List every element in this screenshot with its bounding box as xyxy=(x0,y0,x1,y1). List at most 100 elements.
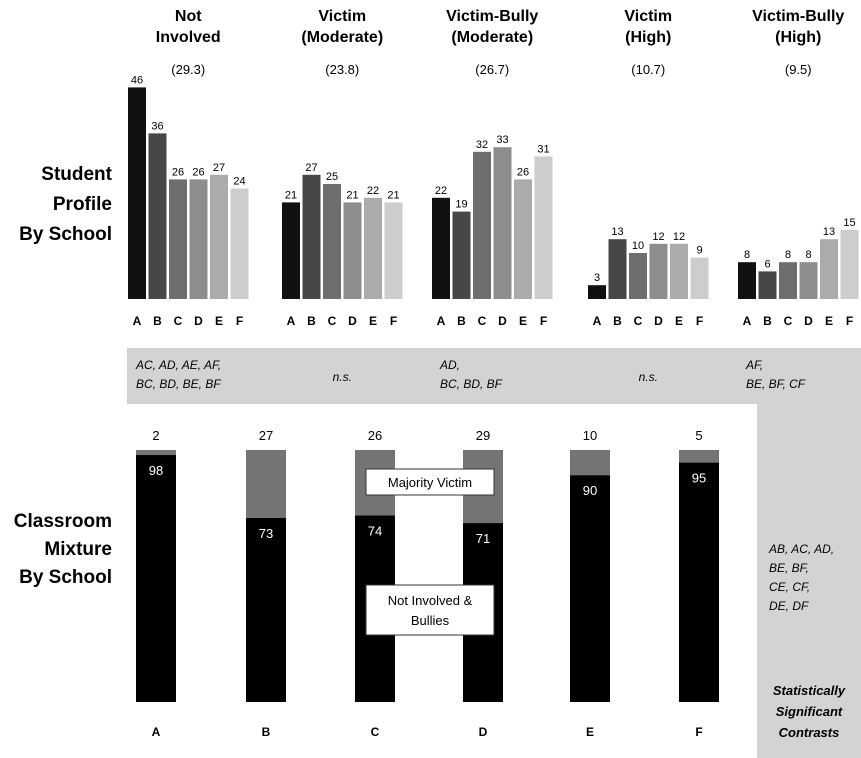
bar-value-label: 36 xyxy=(151,120,163,132)
bar xyxy=(493,147,512,299)
bar-value-label: 8 xyxy=(785,249,791,261)
group-percent: (10.7) xyxy=(631,62,665,77)
contrast-text: CE, CF, xyxy=(769,580,810,594)
group-title: Victim xyxy=(624,8,672,25)
category-tick-label: D xyxy=(348,314,357,328)
bar xyxy=(670,243,688,299)
category-tick-label: D xyxy=(804,314,813,328)
bar-value-label: 6 xyxy=(764,258,770,270)
majority-victim-value: 29 xyxy=(476,428,490,443)
bar xyxy=(323,184,341,299)
bar-value-label: 33 xyxy=(496,134,508,146)
significance-title: Contrasts xyxy=(779,725,840,740)
not-involved-segment xyxy=(570,475,610,702)
category-tick-label: F xyxy=(846,314,853,328)
category-tick-label: C xyxy=(634,314,643,328)
mixture-column: 10 90 E xyxy=(570,428,610,739)
bar-value-label: 9 xyxy=(696,245,702,257)
contrast-text: AF, xyxy=(745,358,763,372)
category-tick-label: A xyxy=(593,314,602,328)
significance-title: Statistically xyxy=(773,683,846,698)
category-tick-label: B xyxy=(613,314,622,328)
bar xyxy=(588,285,606,299)
bar-value-label: 26 xyxy=(172,166,184,178)
group-percent: (23.8) xyxy=(325,62,359,77)
group-title: Victim-Bully xyxy=(446,8,538,25)
contrast-text: BE, BF, xyxy=(769,561,809,575)
category-tick-label: C xyxy=(328,314,337,328)
category-tick-label: A xyxy=(152,725,161,739)
bar-value-label: 26 xyxy=(192,166,204,178)
bar-value-label: 22 xyxy=(367,185,379,197)
category-tick-label: D xyxy=(479,725,488,739)
majority-victim-value: 26 xyxy=(368,428,382,443)
bar xyxy=(840,230,859,299)
bar xyxy=(452,211,471,299)
bar xyxy=(169,179,187,299)
not-involved-value: 71 xyxy=(476,531,490,546)
category-tick-label: C xyxy=(174,314,183,328)
category-tick-label: D xyxy=(498,314,507,328)
majority-victim-segment xyxy=(679,450,719,463)
group-percent: (29.3) xyxy=(171,62,205,77)
not-involved-segment xyxy=(246,518,286,702)
contrast-text: AB, AC, AD, xyxy=(768,542,834,556)
bar xyxy=(343,202,362,299)
not-involved-callout: Not Involved & Bullies xyxy=(365,584,495,636)
bar-value-label: 27 xyxy=(213,162,225,174)
majority-victim-note: Majority Victim xyxy=(388,475,472,490)
category-tick-label: E xyxy=(369,314,377,328)
bar-value-label: 19 xyxy=(455,199,467,211)
group-title: Involved xyxy=(156,29,221,46)
bar xyxy=(649,243,668,299)
group-title: Not xyxy=(175,8,202,25)
majority-victim-segment xyxy=(136,450,176,456)
background-layer xyxy=(127,348,861,758)
profile-group: Not Involved (29.3) 46 A 36 B 26 C 26 D 27 E 24 F AC, A… xyxy=(128,8,249,391)
contrast-text: DE, DF xyxy=(769,599,809,613)
category-tick-label: B xyxy=(763,314,772,328)
not-involved-note: Bullies xyxy=(411,613,450,628)
bar xyxy=(799,262,818,299)
row-labels: Student Profile By School Classroom Mixture B… xyxy=(14,164,113,588)
bar xyxy=(758,271,777,299)
bar xyxy=(384,202,403,299)
category-tick-label: E xyxy=(215,314,223,328)
bar xyxy=(608,239,627,299)
mixture-column: 2 98 A xyxy=(136,428,176,739)
group-percent: (9.5) xyxy=(785,62,812,77)
contrast-text: AD, xyxy=(439,358,460,372)
bar-value-label: 12 xyxy=(652,231,664,243)
majority-victim-box xyxy=(365,468,495,496)
row-label-classroom-mixture: Mixture xyxy=(44,539,112,560)
bar xyxy=(128,87,146,300)
group-title: (High) xyxy=(625,29,671,46)
category-tick-label: F xyxy=(390,314,397,328)
not-involved-segment xyxy=(136,455,176,702)
category-tick-label: B xyxy=(307,314,316,328)
bar-value-label: 24 xyxy=(233,176,245,188)
row-label-student-profile: Profile xyxy=(53,194,112,215)
not-involved-value: 98 xyxy=(149,463,163,478)
contrast-band xyxy=(127,348,861,404)
category-tick-label: A xyxy=(287,314,296,328)
bar xyxy=(432,197,450,299)
category-tick-label: E xyxy=(675,314,683,328)
row-label-student-profile: By School xyxy=(19,224,112,245)
bar-value-label: 10 xyxy=(632,240,644,252)
bar-value-label: 31 xyxy=(537,143,549,155)
profile-group: Victim-Bully (Moderate) (26.7) 22 A 19 B 32 C 33 D… xyxy=(432,8,553,391)
group-percent: (26.7) xyxy=(475,62,509,77)
bar xyxy=(738,262,756,299)
group-title: Victim-Bully xyxy=(752,8,844,25)
contrast-column-panel xyxy=(757,348,861,758)
bar-value-label: 27 xyxy=(305,162,317,174)
mixture-column: 27 73 B xyxy=(246,428,286,739)
majority-victim-callout: Majority Victim xyxy=(365,468,495,496)
category-tick-label: F xyxy=(540,314,547,328)
category-tick-label: E xyxy=(825,314,833,328)
category-tick-label: B xyxy=(262,725,271,739)
bar xyxy=(820,239,838,299)
